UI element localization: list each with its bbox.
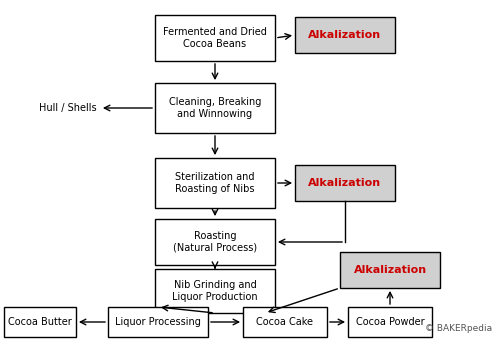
Text: Alkalization: Alkalization xyxy=(309,30,382,40)
Text: Cocoa Butter: Cocoa Butter xyxy=(8,317,72,327)
Text: Fermented and Dried
Cocoa Beans: Fermented and Dried Cocoa Beans xyxy=(163,27,267,49)
Bar xyxy=(348,307,432,337)
Text: © BAKERpedia: © BAKERpedia xyxy=(425,324,492,333)
Bar xyxy=(4,307,76,337)
Bar xyxy=(155,269,275,313)
Text: Alkalization: Alkalization xyxy=(353,265,426,275)
Bar xyxy=(243,307,327,337)
Text: Cocoa Powder: Cocoa Powder xyxy=(356,317,424,327)
Text: Liquor Processing: Liquor Processing xyxy=(115,317,201,327)
Text: Roasting
(Natural Process): Roasting (Natural Process) xyxy=(173,231,257,253)
Bar xyxy=(155,83,275,133)
Text: Sterilization and
Roasting of Nibs: Sterilization and Roasting of Nibs xyxy=(175,172,255,194)
Bar xyxy=(108,307,208,337)
Bar xyxy=(155,158,275,208)
Bar xyxy=(155,15,275,61)
Bar xyxy=(295,17,395,53)
Text: Alkalization: Alkalization xyxy=(309,178,382,188)
Bar xyxy=(155,219,275,265)
Text: Cleaning, Breaking
and Winnowing: Cleaning, Breaking and Winnowing xyxy=(169,97,261,119)
Text: Hull / Shells: Hull / Shells xyxy=(39,103,97,113)
Bar xyxy=(295,165,395,201)
Text: Nib Grinding and
Liquor Production: Nib Grinding and Liquor Production xyxy=(172,280,258,302)
Bar xyxy=(340,252,440,288)
Text: Cocoa Cake: Cocoa Cake xyxy=(256,317,314,327)
